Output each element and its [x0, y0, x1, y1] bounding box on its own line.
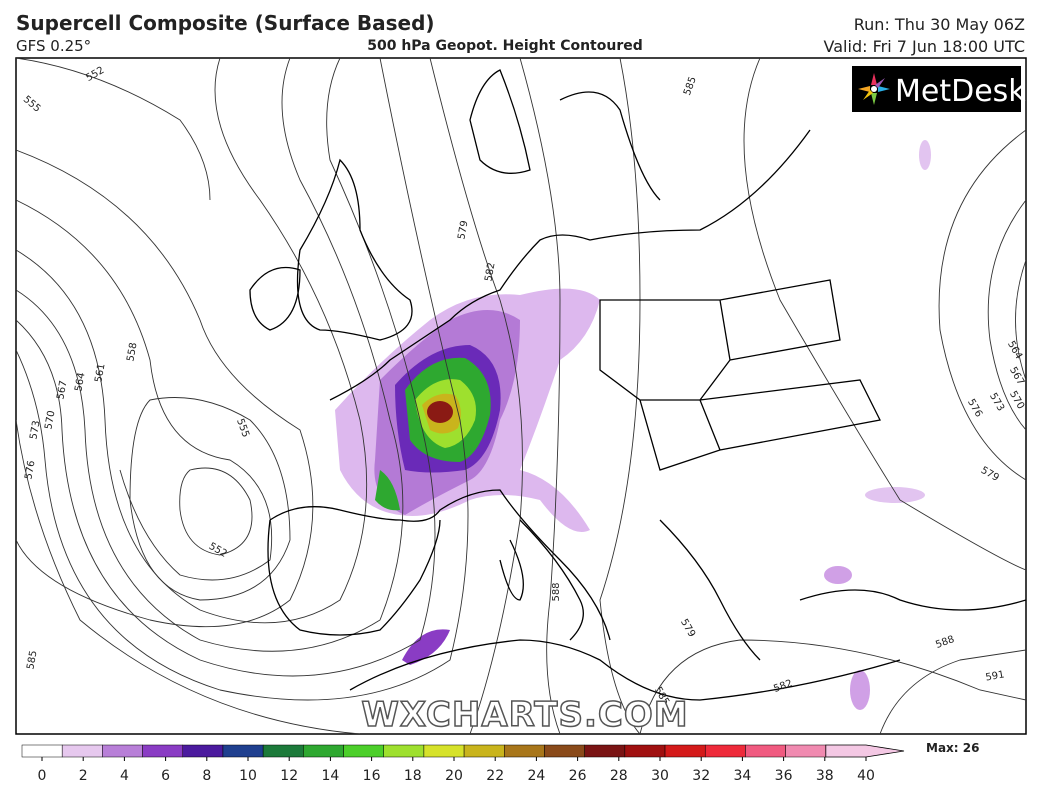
colorbar-segment — [182, 744, 224, 758]
shading — [335, 140, 931, 710]
coastlines — [249, 69, 1026, 701]
colorbar-segment — [61, 744, 103, 758]
colorbar-tick-label: 8 — [202, 768, 211, 784]
colorbar-tick-label: 6 — [161, 768, 170, 784]
colorbar-tick-label: 32 — [692, 768, 710, 784]
colorbar-tick-label: 24 — [527, 768, 545, 784]
watermark: WXCHARTS.COM — [361, 695, 688, 735]
colorbar-tick-label: 14 — [321, 768, 339, 784]
colorbar-tick-label: 4 — [120, 768, 129, 784]
colorbar-segment — [745, 744, 786, 758]
colorbar-segment — [383, 744, 425, 758]
colorbar-segment — [704, 744, 746, 758]
colorbar-segment — [624, 744, 666, 758]
run: Run: Thu 30 May 06Z — [854, 15, 1025, 34]
colorbar-segment — [142, 744, 184, 758]
colorbar-segment — [222, 744, 264, 758]
colorbar: 0 2 4 6 8 10 12 14 16 18 20 22 24 26 28 30 32 34 36 38 40 — [21, 744, 905, 784]
logo: MetDesk — [852, 66, 1026, 112]
colorbar-tick-label: 40 — [857, 768, 875, 784]
contour-label: 567 — [55, 380, 69, 401]
map-frame: 5525555555525585615645675705735765855795… — [15, 57, 1027, 735]
contour-label: 591 — [985, 669, 1006, 683]
colorbar-segment — [343, 744, 384, 758]
colorbar-segment — [785, 744, 827, 758]
contours — [16, 58, 1026, 734]
colorbar-arrow — [825, 744, 905, 758]
subtitle: 500 hPa Geopot. Height Contoured — [367, 38, 643, 54]
colorbar-tick-label: 22 — [486, 768, 504, 784]
logo-text: MetDesk — [895, 74, 1026, 109]
contour-label: 564 — [73, 372, 87, 393]
valid: Valid: Fri 7 Jun 18:00 UTC — [824, 37, 1025, 56]
colorbar-tick-label: 30 — [651, 768, 669, 784]
colorbar-segment — [463, 744, 505, 758]
colorbar-tick-label: 12 — [280, 768, 298, 784]
colorbar-tick-label: 34 — [733, 768, 751, 784]
colorbar-tick-label: 0 — [38, 768, 47, 784]
colorbar-segment — [544, 744, 585, 758]
colorbar-tick-label: 10 — [239, 768, 257, 784]
contour-label: 582 — [483, 262, 497, 283]
colorbar-max: Max: 26 — [926, 741, 979, 755]
colorbar-segment — [504, 744, 545, 758]
colorbar-segment — [102, 744, 143, 758]
colorbar-segment — [664, 744, 706, 758]
colorbar-tick-label: 36 — [775, 768, 793, 784]
colorbar-segment — [262, 744, 304, 758]
contour-label: 579 — [456, 220, 470, 241]
contour-label: 588 — [551, 582, 562, 601]
model: GFS 0.25° — [16, 37, 91, 55]
colorbar-tick-label: 2 — [79, 768, 88, 784]
contour-label: 585 — [25, 650, 39, 671]
contour-label: 570 — [43, 410, 57, 431]
colorbar-segment — [423, 744, 465, 758]
contour-label: 558 — [125, 342, 139, 363]
colorbar-tick-label: 20 — [445, 768, 463, 784]
contour-label: 573 — [28, 420, 42, 441]
colorbar-segment — [584, 744, 626, 758]
colorbar-tick-label: 26 — [569, 768, 587, 784]
colorbar-segment — [303, 744, 344, 758]
contour-label: 561 — [93, 363, 107, 384]
contour-label: 576 — [23, 460, 37, 481]
colorbar-tick-label: 38 — [816, 768, 834, 784]
colorbar-segment — [21, 744, 63, 758]
colorbar-tick-label: 16 — [363, 768, 381, 784]
title: Supercell Composite (Surface Based) — [16, 11, 435, 35]
colorbar-tick-label: 18 — [404, 768, 422, 784]
colorbar-tick-label: 28 — [610, 768, 628, 784]
